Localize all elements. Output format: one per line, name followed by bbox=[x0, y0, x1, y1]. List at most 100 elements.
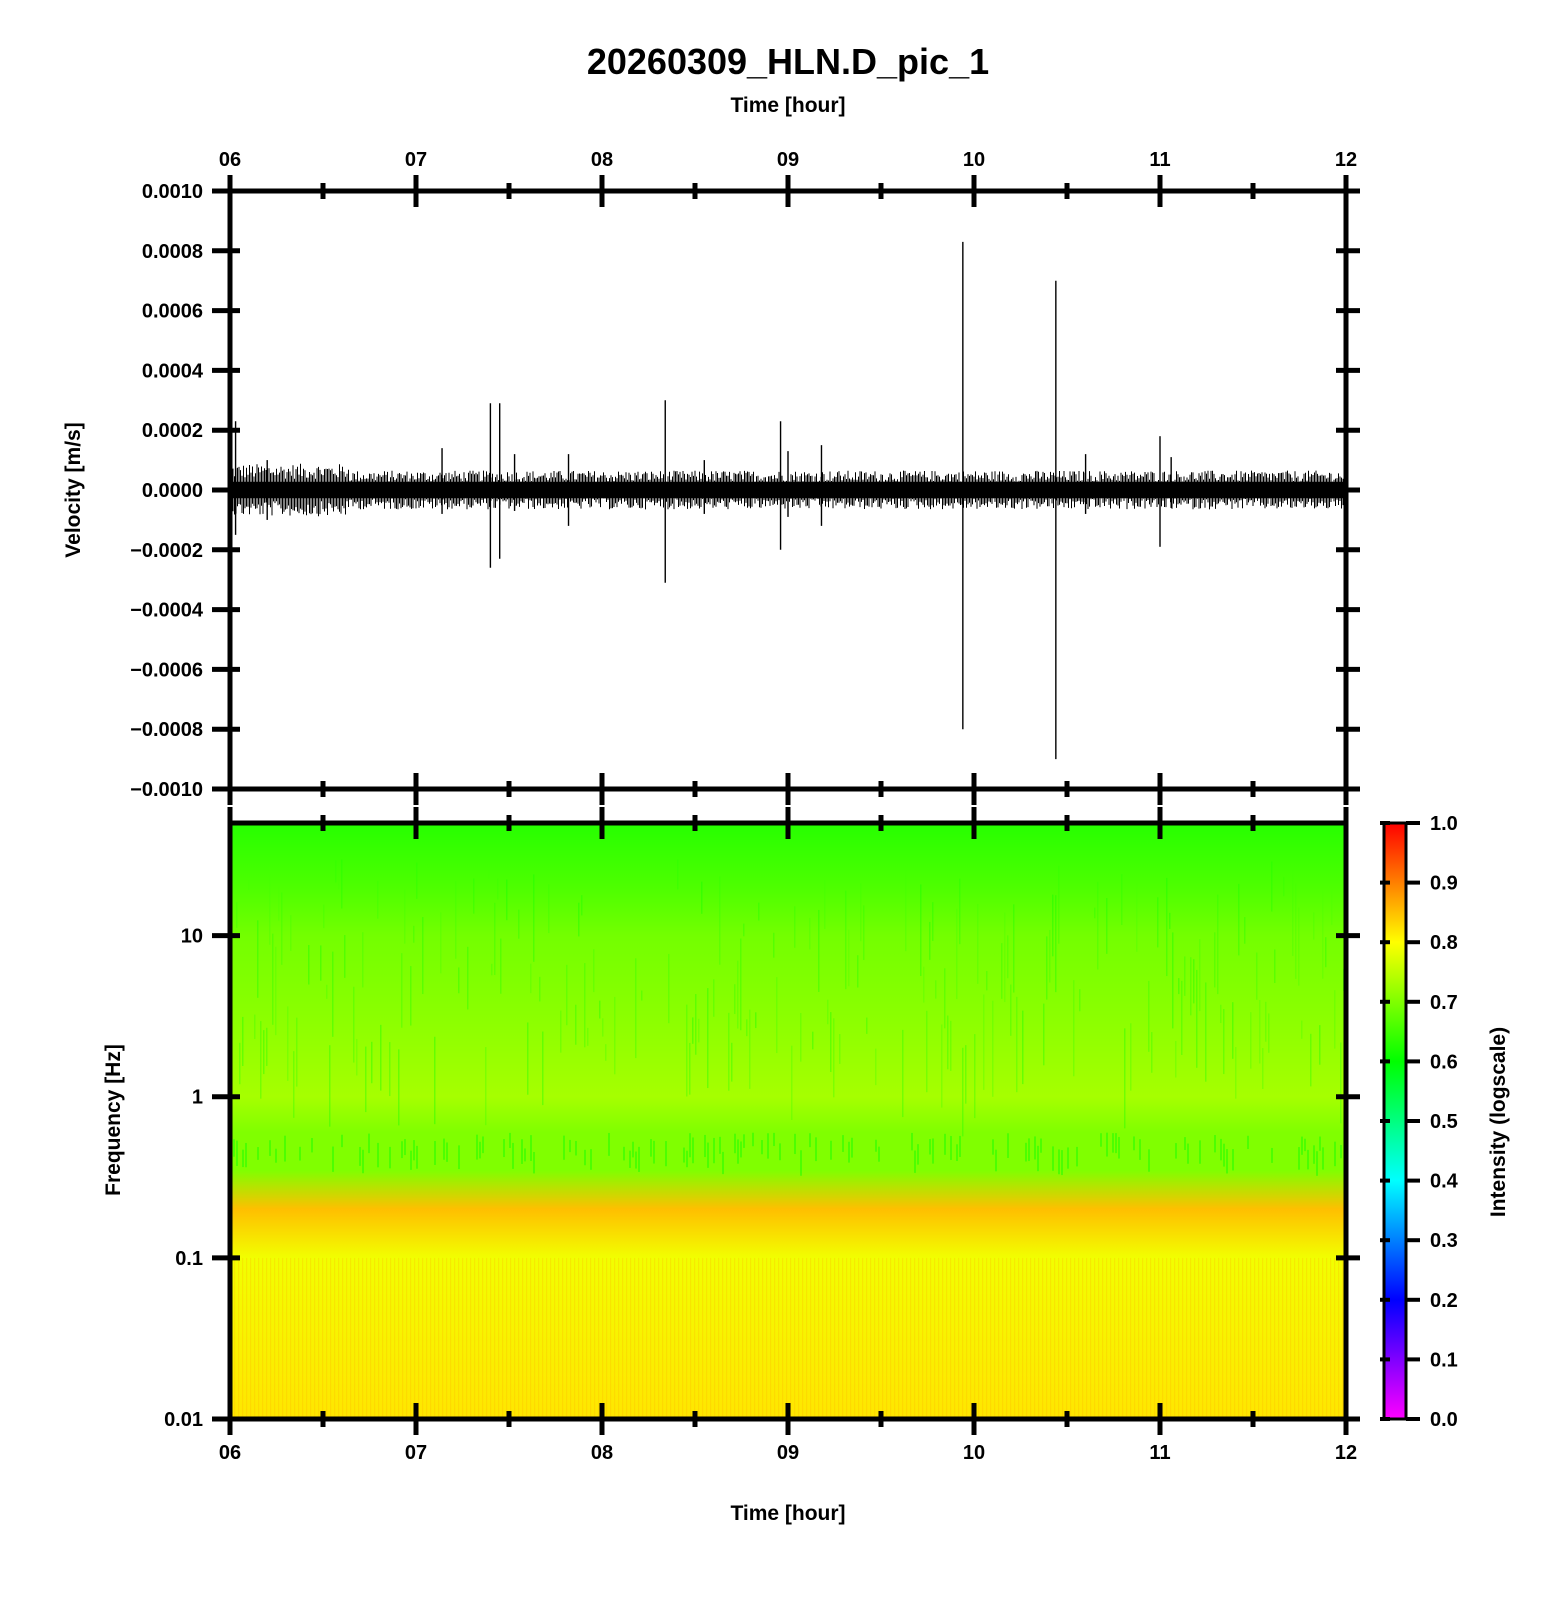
spec-lowfreq-texture bbox=[802, 1257, 804, 1419]
spec-lowfreq-texture bbox=[906, 1257, 908, 1419]
spec-band-streak bbox=[401, 1141, 403, 1159]
spec-lowfreq-texture bbox=[670, 1257, 672, 1419]
spec-band-streak bbox=[1133, 1136, 1135, 1151]
spec-lowfreq-texture bbox=[494, 1257, 496, 1419]
spec-lowfreq-texture bbox=[1314, 1257, 1316, 1419]
spec-lowfreq-texture bbox=[666, 1257, 668, 1419]
wave-top-x-tick-label: 11 bbox=[1149, 149, 1170, 171]
spec-lowfreq-texture bbox=[458, 1257, 460, 1419]
spec-lowfreq-texture bbox=[1090, 1257, 1092, 1419]
spec-lowfreq-texture bbox=[262, 1257, 264, 1419]
spec-lowfreq-texture bbox=[826, 1257, 828, 1419]
spec-band-streak bbox=[911, 1132, 913, 1151]
spec-lowfreq-texture bbox=[646, 1257, 648, 1419]
spec-band-streak bbox=[608, 1132, 610, 1156]
spec-lowfreq-texture bbox=[1130, 1257, 1132, 1419]
spec-lowfreq-texture bbox=[838, 1257, 840, 1419]
spec-lowfreq-texture bbox=[1230, 1257, 1232, 1419]
spec-lowfreq-texture bbox=[1194, 1257, 1196, 1419]
colorbar-tick-label: 0.0 bbox=[1430, 1409, 1458, 1431]
spec-streak bbox=[473, 878, 475, 914]
wave-top-x-tick-label: 12 bbox=[1335, 149, 1357, 171]
spec-band-streak bbox=[1115, 1133, 1117, 1154]
spec-lowfreq-texture bbox=[730, 1257, 732, 1419]
spec-streak bbox=[416, 862, 418, 899]
spec-streak bbox=[1124, 1028, 1126, 1129]
spec-streak bbox=[614, 996, 616, 1075]
waveform-panel: 06 07 08 09 10 11 12 0.00100.00080.00060.00040… bbox=[62, 149, 1360, 805]
spec-streak bbox=[260, 1021, 262, 1099]
spec-streak bbox=[1190, 957, 1192, 1016]
spec-band-streak bbox=[773, 1132, 775, 1147]
spectrogram-texture bbox=[230, 859, 1345, 1419]
spec-lowfreq-texture bbox=[902, 1257, 904, 1419]
spec-lowfreq-texture bbox=[578, 1257, 580, 1419]
spec-band-streak bbox=[635, 1151, 637, 1169]
spec-lowfreq-texture bbox=[518, 1257, 520, 1419]
waveform-top-x-ticks: 06 07 08 09 10 11 12 bbox=[219, 149, 1357, 207]
spec-lowfreq-texture bbox=[342, 1257, 344, 1419]
spectrogram-panel: 06 07 08 09 10 11 12 10 1 0.1 0.01 Frequency [Hz]… bbox=[102, 807, 1360, 1525]
colorbar-tick-label: 0.3 bbox=[1430, 1230, 1458, 1252]
spec-band-streak bbox=[434, 1141, 436, 1165]
spec-band-streak bbox=[1232, 1149, 1234, 1171]
spec-lowfreq-texture bbox=[462, 1257, 464, 1419]
spec-streak bbox=[1097, 881, 1099, 970]
spec-lowfreq-texture bbox=[266, 1257, 268, 1419]
spec-lowfreq-texture bbox=[1282, 1257, 1284, 1419]
spec-lowfreq-texture bbox=[706, 1257, 708, 1419]
spec-band-streak bbox=[1058, 1149, 1060, 1175]
spec-lowfreq-texture bbox=[1246, 1257, 1248, 1419]
spec-band-streak bbox=[956, 1144, 958, 1162]
spec-lowfreq-texture bbox=[614, 1257, 616, 1419]
spec-band-streak bbox=[1316, 1151, 1318, 1176]
spec-lowfreq-texture bbox=[490, 1257, 492, 1419]
spec-streak bbox=[1232, 1002, 1234, 1059]
spec-lowfreq-texture bbox=[1046, 1257, 1048, 1419]
spec-streak bbox=[959, 878, 961, 945]
spec-streak bbox=[1295, 883, 1297, 979]
spec-lowfreq-texture bbox=[1114, 1257, 1116, 1419]
spec-streak bbox=[1238, 883, 1240, 956]
spec-lowfreq-texture bbox=[510, 1257, 512, 1419]
spec-streak bbox=[1175, 1041, 1177, 1078]
spec-lowfreq-texture bbox=[390, 1257, 392, 1419]
spec-band-streak bbox=[1184, 1137, 1186, 1151]
spec-streak bbox=[857, 955, 859, 988]
spec-streak bbox=[539, 976, 541, 1002]
spec-band-streak bbox=[1187, 1143, 1189, 1164]
spec-lowfreq-texture bbox=[982, 1257, 984, 1419]
spec-lowfreq-texture bbox=[1242, 1257, 1244, 1419]
spec-streak bbox=[371, 1041, 373, 1084]
spec-band-streak bbox=[563, 1135, 565, 1160]
spec-lowfreq-texture bbox=[1202, 1257, 1204, 1419]
spec-lowfreq-texture bbox=[1086, 1257, 1088, 1419]
spec-band-streak bbox=[992, 1139, 994, 1155]
spec-lowfreq-texture bbox=[1102, 1257, 1104, 1419]
spec-lowfreq-texture bbox=[522, 1257, 524, 1419]
spec-streak bbox=[1292, 863, 1294, 956]
spec-band-streak bbox=[590, 1149, 592, 1170]
spec-streak bbox=[248, 879, 250, 890]
spec-band-streak bbox=[1067, 1147, 1069, 1169]
spec-lowfreq-texture bbox=[990, 1257, 992, 1419]
spec-band-streak bbox=[1319, 1136, 1321, 1151]
spec-lowfreq-texture bbox=[950, 1257, 952, 1419]
spec-streak bbox=[1298, 907, 1300, 986]
spec-streak bbox=[530, 963, 532, 994]
spec-streak bbox=[578, 902, 580, 937]
spectrogram-top-x-ticks bbox=[227, 807, 1349, 839]
spec-streak bbox=[1004, 912, 1006, 1003]
spec-lowfreq-texture bbox=[258, 1257, 260, 1419]
spec-streak bbox=[338, 879, 340, 890]
spec-band-streak bbox=[458, 1145, 460, 1170]
spec-band-streak bbox=[665, 1141, 667, 1167]
spec-band-streak bbox=[929, 1139, 931, 1155]
spec-lowfreq-texture bbox=[558, 1257, 560, 1419]
spec-lowfreq-texture bbox=[1050, 1257, 1052, 1419]
spec-streak bbox=[1079, 989, 1081, 1012]
spec-streak bbox=[824, 880, 826, 929]
spec-lowfreq-texture bbox=[1054, 1257, 1056, 1419]
colorbar-label: Intensity (logscale) bbox=[1487, 1027, 1510, 1217]
spec-band-streak bbox=[362, 1149, 364, 1174]
